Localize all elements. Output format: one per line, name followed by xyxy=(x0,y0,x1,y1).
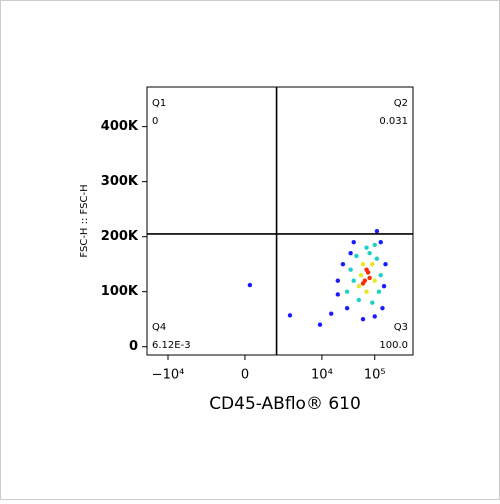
y-axis-label: FSC-H :: FSC-H xyxy=(79,184,90,257)
data-point xyxy=(372,242,377,248)
data-point xyxy=(356,297,362,303)
data-point xyxy=(351,239,356,245)
data-point xyxy=(287,313,293,318)
x-tick-label: −10⁴ xyxy=(152,368,185,383)
y-tick-label: 100K xyxy=(101,284,139,299)
data-point xyxy=(370,261,375,267)
data-point xyxy=(340,261,346,267)
data-point xyxy=(247,282,253,288)
data-point xyxy=(372,278,377,283)
data-point xyxy=(367,275,372,281)
data-point xyxy=(344,306,350,311)
y-tick-label: 300K xyxy=(101,174,139,189)
data-point xyxy=(356,284,362,289)
y-tick-label: 0 xyxy=(129,339,138,354)
data-point xyxy=(383,261,388,267)
data-point xyxy=(360,281,366,286)
data-point xyxy=(348,267,353,272)
quadrant-name: Q4 xyxy=(152,322,166,333)
quadrant-name: Q1 xyxy=(152,98,166,109)
plot-area xyxy=(146,86,414,356)
data-point xyxy=(378,239,383,245)
quadrant-value: 0 xyxy=(152,116,158,127)
data-point xyxy=(367,250,372,256)
x-tick-label: 10⁴ xyxy=(311,368,333,383)
quadrant-name: Q2 xyxy=(394,98,408,109)
data-point xyxy=(372,314,377,319)
data-point xyxy=(374,256,380,261)
data-point xyxy=(380,306,385,311)
data-point xyxy=(317,322,323,327)
data-point xyxy=(364,289,369,294)
data-point xyxy=(335,292,341,297)
quadrant-value: 0.031 xyxy=(379,116,408,127)
data-point xyxy=(374,228,380,234)
data-point xyxy=(364,245,369,250)
data-point xyxy=(378,273,383,278)
x-tick-label: 0 xyxy=(241,368,249,383)
quadrant-value: 6.12E-3 xyxy=(152,340,191,351)
data-point xyxy=(381,284,387,289)
data-point xyxy=(360,261,366,267)
data-point xyxy=(354,253,359,259)
data-point xyxy=(364,267,369,272)
quadrant-name: Q3 xyxy=(394,322,408,333)
y-tick-label: 400K xyxy=(101,119,139,134)
data-point xyxy=(358,273,364,278)
data-point xyxy=(348,250,353,256)
data-point xyxy=(351,278,356,283)
quadrant-value: 100.0 xyxy=(379,340,408,351)
data-point xyxy=(344,289,350,294)
data-point xyxy=(335,278,341,283)
y-tick-label: 200K xyxy=(101,229,139,244)
data-point xyxy=(376,289,382,294)
data-point xyxy=(329,311,334,316)
x-axis-label: CD45-ABflo® 610 xyxy=(209,394,361,414)
data-point xyxy=(370,300,375,305)
x-tick-label: 10⁵ xyxy=(364,368,386,383)
data-point xyxy=(360,317,366,322)
